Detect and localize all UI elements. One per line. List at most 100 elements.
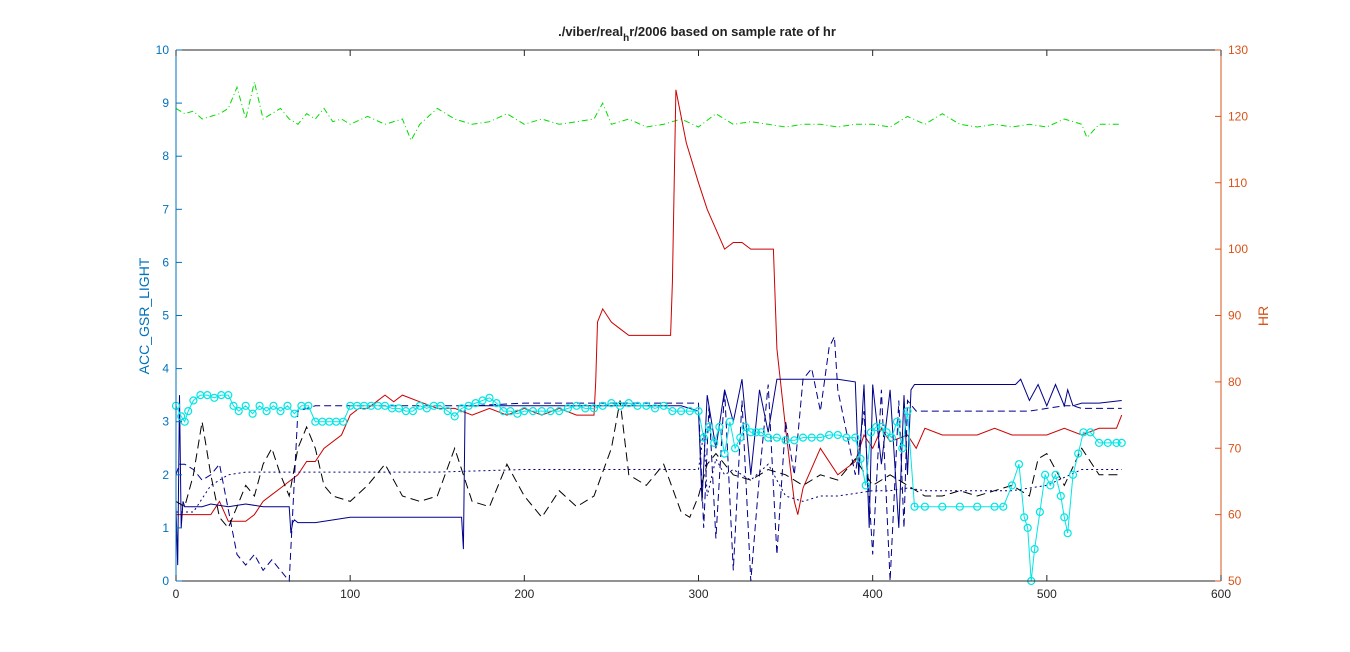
left-tick-label: 1 [162,521,169,535]
series-7-point [866,428,876,437]
series-7-point [248,409,257,418]
series-7-point [882,428,891,437]
series-7-point [872,422,881,432]
series-7-point [1103,438,1112,447]
series-7-point [304,401,313,410]
series-7-point [1030,544,1039,554]
series-7-point [877,422,886,432]
series-7-point [443,407,452,416]
series-7-point [833,430,842,440]
series-7-point [485,393,494,402]
left-tick-label: 9 [162,96,169,110]
series-7-point [422,404,431,413]
x-tick-label: 300 [688,587,708,601]
series-7-point [798,433,808,442]
chart-title-subscript: h [623,33,629,44]
plot-area: 0 100 200 300 400 500 600 0 1 2 3 4 5 6 7 8 9 10 50 60 70 80 9… [156,43,1249,601]
chart-title-rest: r/2006 based on sample rate of hr [629,24,836,39]
left-axis-label: ACC_GSR_LIGHT [136,257,152,374]
series-7-point [589,404,599,413]
chart-title: ./viber/realhr/2006 based on sample rate… [558,24,836,44]
series-7-point [725,417,735,426]
series-7-point [1046,481,1055,490]
series-7-point [276,407,285,416]
right-tick-label: 60 [1228,508,1242,522]
series-7-point [1060,513,1069,522]
series-7-point [694,407,703,416]
series-7-point [269,401,278,410]
series-7-point [781,436,790,445]
series-7-point [563,404,573,413]
series-7-point [990,502,999,511]
series-7-point [394,404,403,413]
series-7-point [189,396,198,405]
left-tick-label: 2 [162,468,169,482]
series-7-point [339,417,348,426]
series-7-point [528,407,538,416]
right-tick-label: 50 [1228,574,1242,588]
series-7-point [255,401,264,410]
series-7-point [1094,438,1104,447]
series-7-point [224,391,233,400]
series-7-point [478,396,487,405]
chart-title-main: ./viber/real [558,24,623,39]
series-7-point [1051,470,1060,479]
series-7-point [513,409,522,418]
series-7-point [471,399,480,408]
series-7-point [229,401,238,410]
series-7-point [415,401,424,410]
right-tick-label: 90 [1228,309,1242,323]
series-7-point [650,404,660,413]
right-tick-label: 80 [1228,375,1242,389]
left-tick-label: 4 [162,362,169,376]
series-7-point [892,417,902,426]
series-7-point [1040,470,1050,479]
series-7-point [1086,428,1095,437]
series-7-point [1020,513,1029,522]
series-7-point [910,502,919,511]
series-7-point [572,401,581,410]
x-tick-label: 400 [863,587,883,601]
series-7-point [615,401,625,410]
series-7-point [598,401,607,410]
series-7-point [1056,491,1065,501]
series-7-point [492,399,501,408]
series-7-point [973,502,982,511]
series-7-point [184,407,193,416]
series-7-point [203,391,212,400]
right-tick-label: 130 [1228,43,1248,57]
series-line-7 [175,394,1122,582]
x-tick-label: 600 [1211,587,1231,601]
series-7-point [520,407,529,416]
series-7-point [856,454,865,463]
series-7-point [741,422,750,432]
x-tick-label: 200 [514,587,534,601]
series-line-2 [176,89,1123,522]
series-7-point [1112,438,1121,447]
series-7-point [290,409,299,418]
series-7-point [283,401,292,410]
series-7-point [668,407,677,416]
series-7-point [546,407,555,416]
series-7-point [790,436,799,445]
series-7-point [537,407,546,416]
series-7-point [1117,438,1126,447]
left-tick-label: 10 [156,43,170,57]
series-7-point [1023,523,1032,533]
series-7-point [720,449,729,458]
right-tick-label: 120 [1228,109,1248,123]
series-7-point [633,401,642,410]
series-7-point [898,444,907,453]
series-7-point [241,401,250,410]
series-7-point [736,433,745,442]
right-tick-label: 110 [1228,176,1247,190]
series-7-point [824,430,834,440]
x-tick-label: 500 [1037,587,1057,601]
series-7-point [715,422,724,432]
series-7-point [408,407,417,416]
right-tick-label: 70 [1228,441,1242,455]
series-7-point [1007,481,1017,490]
series-7-point [816,433,825,442]
series-7-point [676,407,686,416]
